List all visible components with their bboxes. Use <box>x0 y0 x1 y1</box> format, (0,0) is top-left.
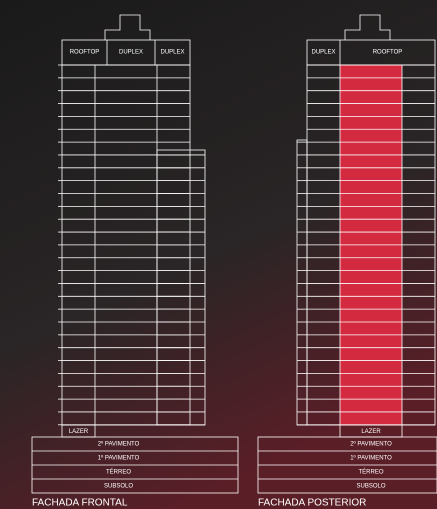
crown <box>344 14 391 40</box>
base-level: 1º PAVIMENTO <box>98 455 140 462</box>
top-label: ROOFTOP <box>373 50 403 56</box>
facade-title: FACHADA FRONTAL <box>32 498 128 509</box>
crown <box>104 14 151 40</box>
base-level: 1º PAVIMENTO <box>350 455 392 462</box>
drawing: ROOFTOP DUPLEX DUPLEX LAZER 2º PAVIMENTO 1º P… <box>31 14 437 509</box>
top-label: ROOFTOP <box>70 50 100 56</box>
base-level: SUBSOLO <box>356 484 385 490</box>
tower-label: LAZER <box>69 429 89 435</box>
tower-label: LAZER <box>361 429 381 435</box>
base-level: TÉRREO <box>358 469 383 476</box>
top-label: DUPLEX <box>119 50 143 56</box>
base-level: TÉRREO <box>106 469 131 476</box>
base-level: SUBSOLO <box>104 484 133 490</box>
base-level: 2º PAVIMENTO <box>98 441 140 448</box>
base-level: 2º PAVIMENTO <box>350 441 392 448</box>
facade-title: FACHADA POSTERIOR <box>258 498 366 509</box>
top-label: DUPLEX <box>160 50 184 56</box>
top-label: DUPLEX <box>311 50 335 56</box>
